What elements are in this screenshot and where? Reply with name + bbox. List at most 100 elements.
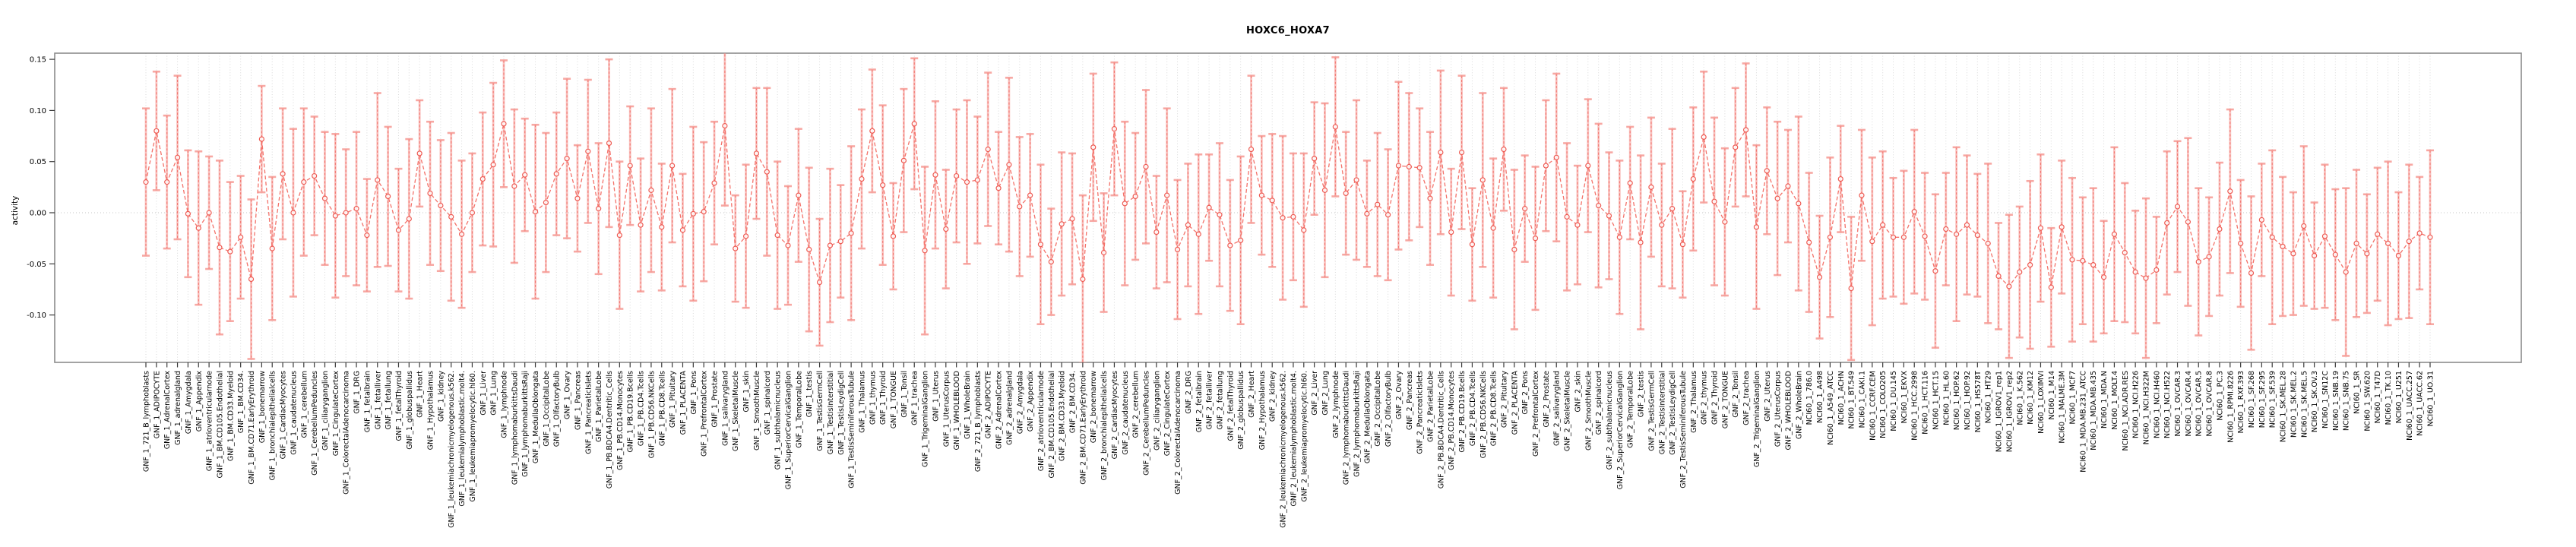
data-point — [1080, 276, 1086, 283]
x-tick-label: GNF_1_PancreaticIslets — [584, 371, 593, 454]
x-tick-label: GNF_2_trachea — [1742, 371, 1751, 425]
x-tick-label: NCI60_1_T47D — [2374, 371, 2382, 423]
data-point — [1385, 212, 1391, 218]
x-tick-label: GNF_1_bronchialepithelialcells — [269, 371, 277, 481]
x-tick-label: GNF_2_fetalThyroid — [1226, 371, 1235, 441]
data-point — [1922, 233, 1928, 239]
data-point — [1869, 239, 1875, 245]
data-point — [1564, 213, 1570, 220]
data-point — [722, 122, 728, 129]
x-tick-label: GNF_1_fetalbrain — [363, 371, 372, 432]
x-tick-label: GNF_1_leukemiapromyelocytic.hl60. — [469, 371, 477, 502]
x-tick-label: GNF_1_TemporalLobe — [795, 371, 803, 448]
data-point — [1796, 201, 1802, 207]
data-point — [995, 185, 1002, 191]
x-tick-label: GNF_2_cerebellum — [1132, 371, 1141, 438]
data-point — [753, 150, 760, 157]
x-tick-label: GNF_2_adrenalgland — [1005, 371, 1014, 445]
x-tick-label: GNF_2_caudatenucleus — [1122, 371, 1130, 455]
data-point — [385, 193, 391, 200]
data-point — [1185, 222, 1191, 228]
x-tick-label: GNF_2_PrefrontalCortex — [1532, 371, 1540, 457]
data-point — [2174, 204, 2181, 210]
x-tick-label: NCI60_1_DU.145 — [1890, 371, 1898, 432]
data-point — [954, 172, 960, 179]
x-tick-label: NCI60_1_CCRF.CEM — [1869, 371, 1877, 441]
x-tick-label: GNF_2_leukemiapromyelocytic.hl60. — [1300, 371, 1309, 502]
x-tick-label: GNF_1_Thalamus — [858, 371, 866, 433]
data-point — [1154, 229, 1160, 236]
x-tick-label: GNF_1_caudatenucleus — [290, 371, 298, 455]
data-point — [2143, 275, 2149, 281]
data-point — [785, 242, 791, 248]
x-tick-label: GNF_2_Pons — [1521, 371, 1530, 415]
x-tick-label: NCI60_1_MDA.N — [2100, 371, 2109, 428]
data-point — [1974, 232, 1980, 239]
data-point — [479, 175, 486, 182]
x-tick-label: GNF_1_Pancreas — [574, 371, 582, 430]
x-tick-label: NCI60_1_KM12 — [2027, 371, 2035, 425]
x-tick-label: GNF_1_BM.CD71.EarlyErythroid — [248, 371, 256, 485]
x-tick-label: GNF_1_Ovary — [564, 371, 572, 419]
x-tick-label: GNF_2_fetalliver — [1206, 371, 1214, 430]
data-point — [1174, 246, 1181, 253]
x-tick-label: GNF_1_fetallung — [385, 371, 393, 430]
x-tick-label: NCI60_1_U251 — [2395, 371, 2404, 423]
y-tick-label: -0.05 — [27, 261, 46, 269]
data-point — [1733, 144, 1739, 150]
x-tick-label: GNF_2_Uterus — [1764, 371, 1772, 422]
data-point — [827, 242, 834, 248]
x-tick-label: GNF_2_Hypothalamus — [1258, 371, 1267, 450]
x-tick-label: NCI60_1_IGROV1_rep2 — [2005, 371, 2014, 452]
x-tick-label: GNF_1_PrefrontalCortex — [701, 371, 709, 457]
x-tick-label: NCI60_1_HCT.116 — [1922, 371, 1930, 435]
x-tick-label: NCI60_1_RXF.393 — [2237, 371, 2245, 433]
data-point — [733, 245, 739, 251]
y-tick-label: 0.00 — [30, 210, 46, 218]
data-point — [964, 179, 970, 185]
x-tick-label: GNF_1_thymus — [869, 371, 877, 425]
data-point — [1606, 213, 1612, 219]
data-point — [574, 195, 581, 201]
x-tick-label: GNF_2_PB.BDCA4.Dentritic_Cells — [1437, 371, 1445, 489]
x-tick-label: GNF_2_WholeBrain — [1795, 371, 1803, 439]
data-point — [1448, 229, 1454, 236]
data-point — [1164, 192, 1170, 198]
x-tick-label: GNF_2_Appendix — [1027, 371, 1035, 432]
data-point — [1395, 163, 1402, 169]
data-point — [2321, 233, 2328, 239]
x-tick-label: GNF_1_Thyroid — [879, 371, 888, 425]
x-tick-label: NCI60_1_HOP.92 — [1964, 371, 1972, 430]
x-tick-label: NCI60_1_SK.OV.3 — [2311, 371, 2319, 432]
x-tick-label: GNF_1_lymphnode — [500, 371, 508, 438]
data-point — [269, 245, 275, 251]
x-tick-label: NCI60_1_ACHN — [1837, 371, 1846, 425]
data-point — [1522, 206, 1528, 212]
data-point — [1269, 198, 1275, 204]
data-point — [1122, 201, 1128, 207]
x-tick-label: GNF_1_ADIPOCYTE — [153, 371, 161, 438]
data-point — [406, 216, 412, 222]
data-point — [2375, 231, 2381, 237]
x-tick-label: GNF_1_ColorectalAdenocarcinoma — [343, 371, 351, 495]
data-point — [2332, 251, 2338, 258]
data-point — [679, 227, 686, 233]
x-tick-label: GNF_2_OlfactoryBulb — [1385, 371, 1393, 447]
x-tick-label: NCI60_1_NCI.H460 — [2153, 371, 2161, 438]
x-tick-label: NCI60_1_SK.MEL.5 — [2300, 371, 2309, 438]
data-point — [1616, 234, 1622, 240]
x-tick-label: GNF_2_TestisInterstitial — [1658, 371, 1666, 454]
x-tick-label: GNF_1_AdrenalCortex — [163, 371, 172, 450]
data-point — [1585, 163, 1591, 169]
data-point — [174, 154, 181, 160]
data-point — [522, 172, 528, 178]
x-tick-label: NCI60_1_OVCAR.4 — [2185, 371, 2193, 436]
data-point — [2248, 270, 2255, 277]
x-tick-label: GNF_1_PB.BDCA4.Dentritic_Cells — [606, 371, 614, 489]
x-tick-label: GNF_1_SuperiorCervicalGanglion — [785, 371, 793, 489]
x-tick-label: GNF_1_leukemiachronicmyelogenous.k562. — [448, 371, 456, 528]
data-point — [2395, 252, 2402, 259]
data-point — [427, 190, 433, 197]
x-tick-label: GNF_2_lymphomaburkittsDaudi — [1343, 371, 1351, 485]
x-tick-label: GNF_1_cerebellum — [300, 371, 309, 438]
